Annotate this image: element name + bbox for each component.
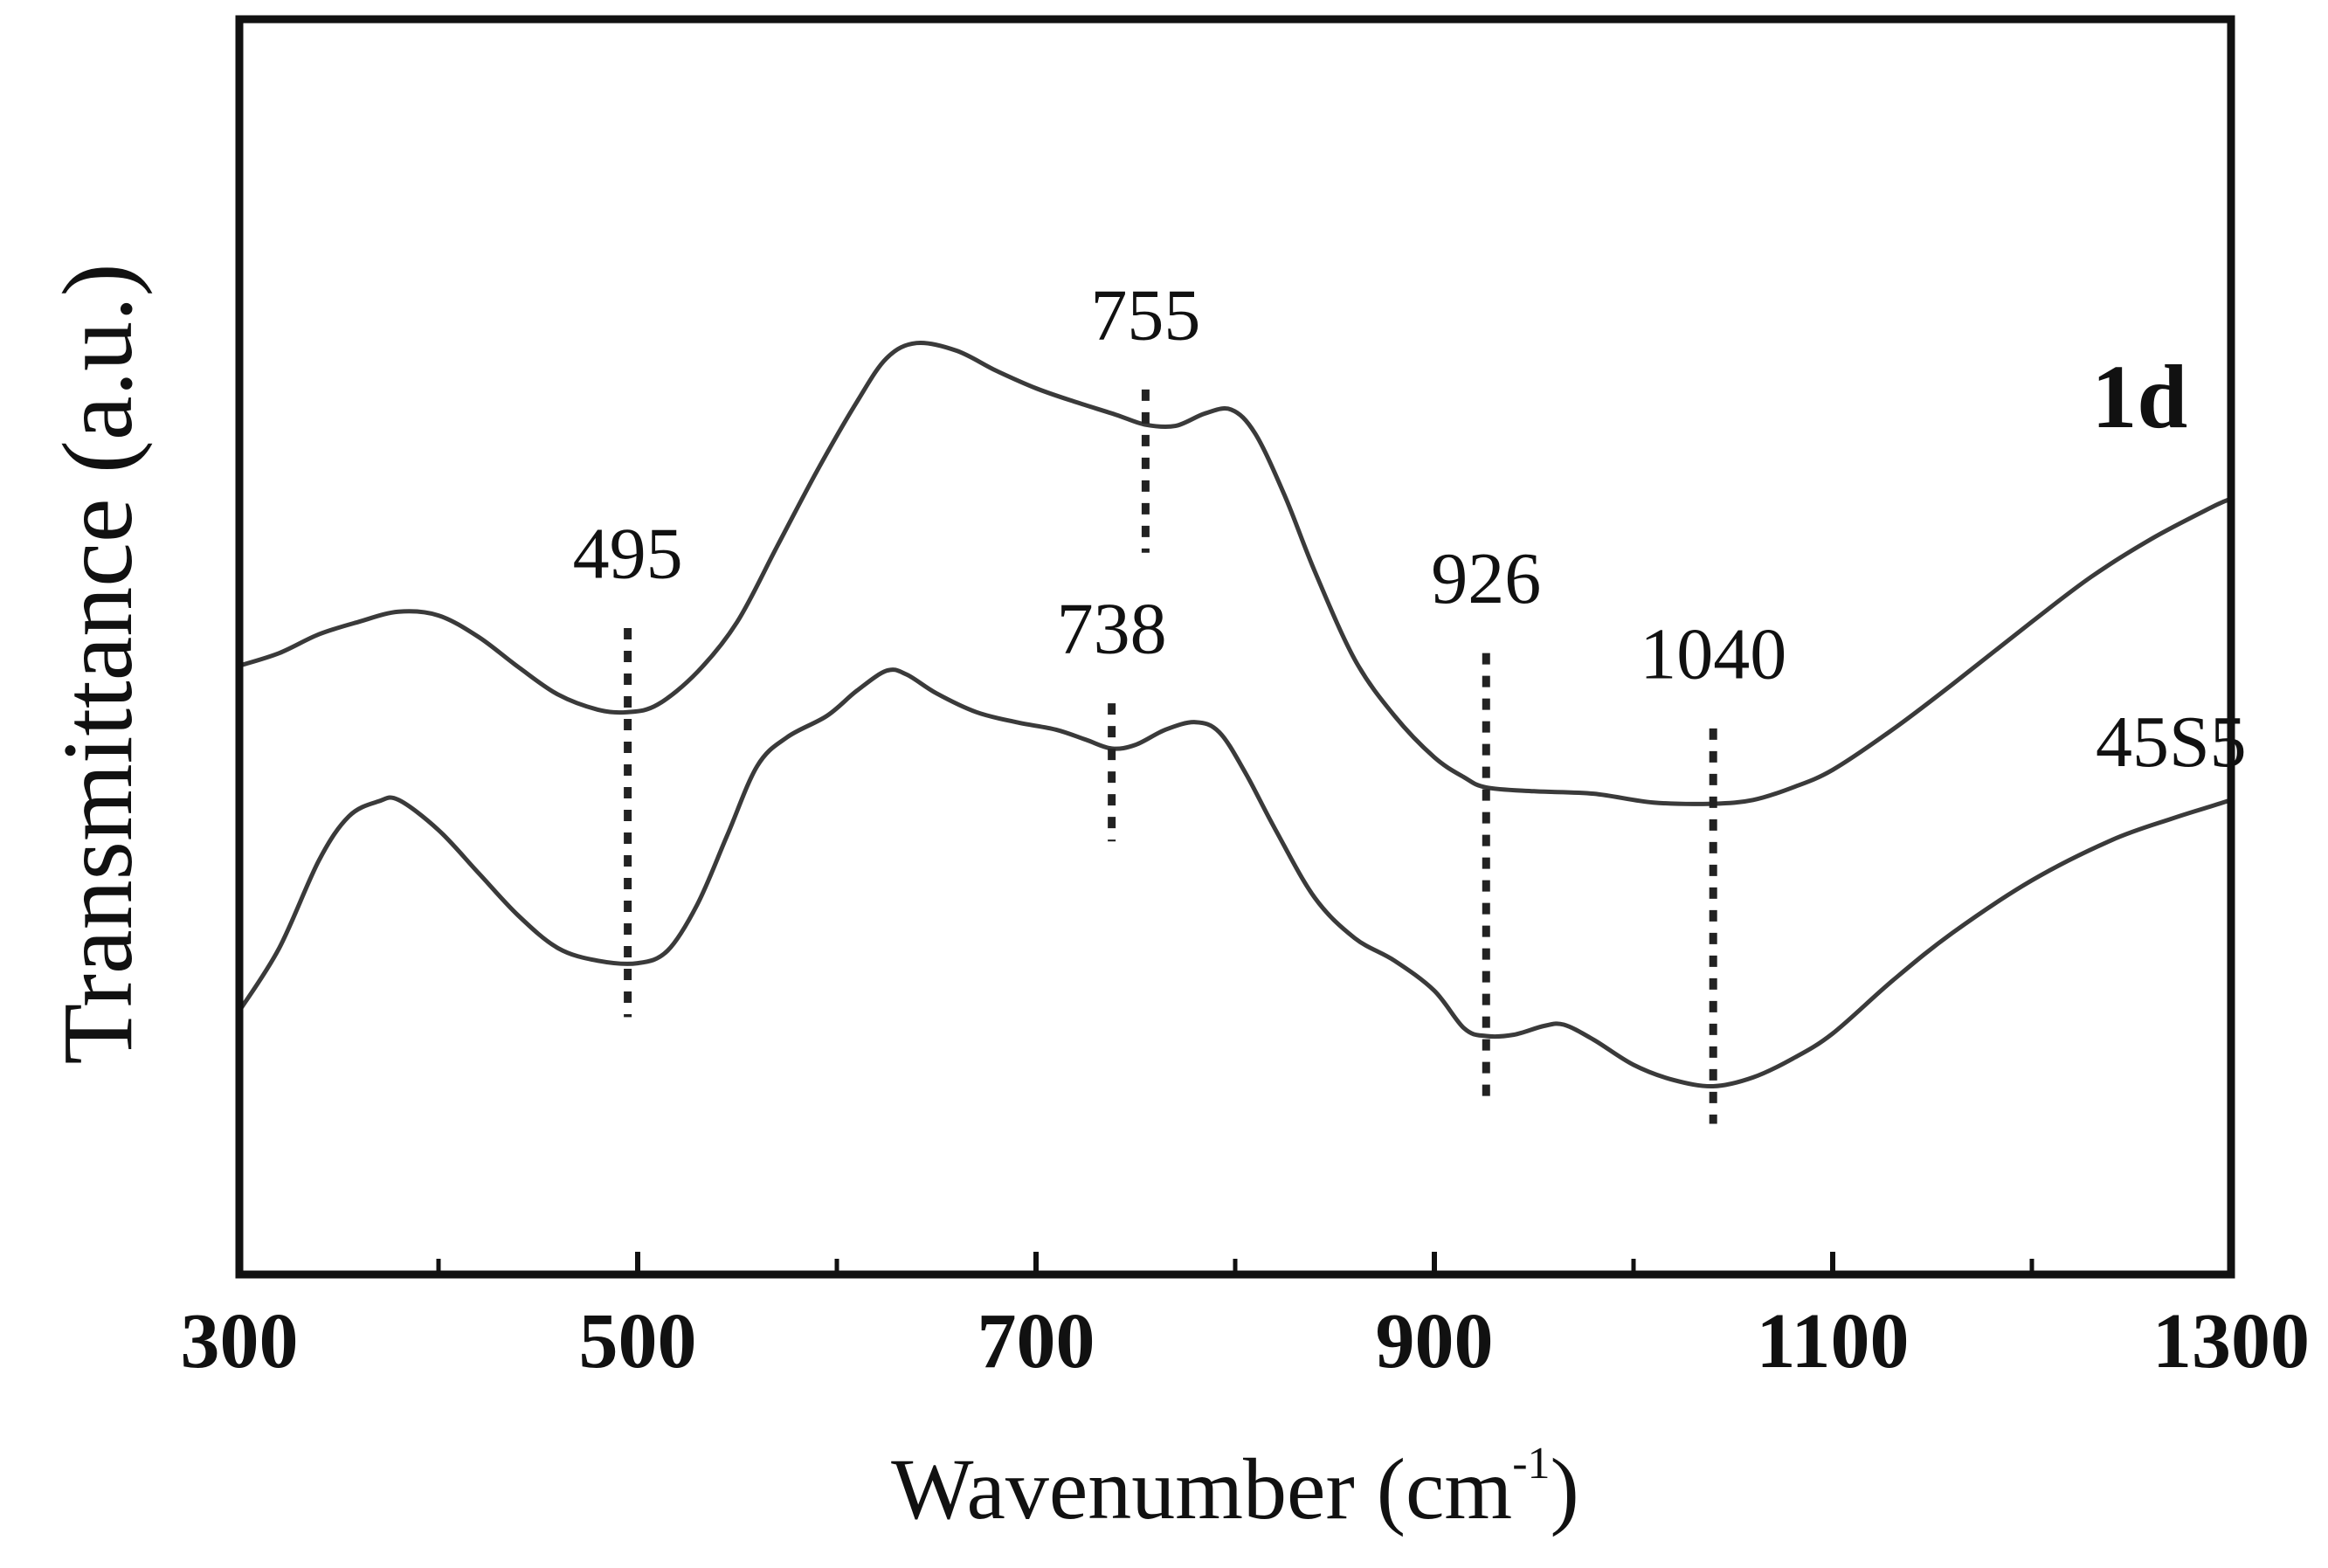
peak-label-1040: 1040 <box>1640 613 1786 694</box>
series-label-1d: 1d <box>2091 347 2187 447</box>
peak-label-926: 926 <box>1431 538 1541 619</box>
x-tick-label-900: 900 <box>1376 1298 1494 1385</box>
peak-marker-layer <box>624 389 1717 1124</box>
series-line-1d <box>237 340 2234 806</box>
x-tick-label-1100: 1100 <box>1756 1298 1909 1385</box>
x-axis-label-main: Wavenumber (cm <box>891 1440 1512 1537</box>
x-axis-label-close: ) <box>1551 1440 1579 1537</box>
x-axis: 300 500 700 900 1100 1300 <box>181 1252 2310 1385</box>
x-tick-label-700: 700 <box>977 1298 1095 1385</box>
x-tick-label-1300: 1300 <box>2152 1298 2310 1385</box>
peak-label-738: 738 <box>1057 589 1167 670</box>
series-layer <box>237 340 2234 1089</box>
annotation-layer: 495 755 738 926 1040 1d 45S5 <box>573 274 2247 783</box>
series-line-45s5 <box>237 667 2234 1089</box>
x-tick-label-300: 300 <box>181 1298 299 1385</box>
x-axis-label: Wavenumber (cm-1) <box>891 1439 1579 1537</box>
peak-label-495: 495 <box>573 513 683 594</box>
y-axis-label: Transmittance (a.u.) <box>42 263 153 1064</box>
peak-label-755: 755 <box>1090 274 1200 356</box>
x-axis-label-superscript: -1 <box>1512 1439 1550 1489</box>
x-tick-label-500: 500 <box>579 1298 697 1385</box>
series-label-45s5: 45S5 <box>2096 701 2247 783</box>
